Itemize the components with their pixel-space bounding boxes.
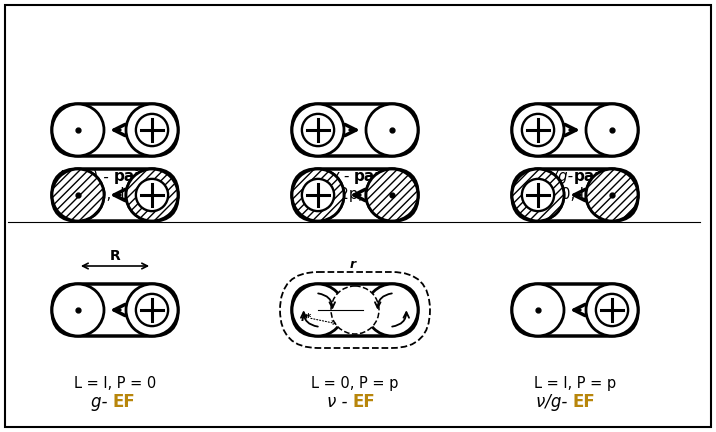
FancyBboxPatch shape: [292, 169, 418, 221]
Circle shape: [52, 169, 104, 221]
FancyBboxPatch shape: [52, 169, 178, 221]
Text: r*: r*: [301, 313, 311, 323]
Circle shape: [512, 284, 564, 336]
Text: L = l, P = p: L = l, P = p: [534, 376, 616, 391]
Text: R: R: [110, 249, 120, 263]
Circle shape: [52, 169, 104, 221]
Circle shape: [136, 179, 168, 211]
Text: L = 0, P = p: L = 0, P = p: [311, 376, 399, 391]
Text: EF: EF: [113, 393, 136, 411]
Circle shape: [126, 169, 178, 221]
Circle shape: [302, 114, 334, 146]
Text: r: r: [350, 257, 356, 270]
Circle shape: [586, 169, 638, 221]
FancyBboxPatch shape: [292, 284, 418, 336]
Text: (m/e) -: (m/e) -: [57, 169, 114, 184]
Text: L = l, P = 0: L = l, P = 0: [74, 376, 156, 391]
FancyBboxPatch shape: [512, 284, 638, 336]
FancyBboxPatch shape: [52, 284, 178, 336]
Circle shape: [366, 169, 418, 221]
Circle shape: [596, 294, 628, 326]
Circle shape: [126, 104, 178, 156]
Text: ν -: ν -: [327, 393, 353, 411]
Circle shape: [522, 179, 554, 211]
Circle shape: [366, 284, 418, 336]
Ellipse shape: [331, 286, 379, 334]
Circle shape: [366, 169, 418, 221]
Text: pair: pair: [574, 169, 608, 184]
FancyBboxPatch shape: [512, 169, 638, 221]
Circle shape: [52, 284, 104, 336]
Text: EF: EF: [573, 393, 596, 411]
Circle shape: [512, 104, 564, 156]
Circle shape: [512, 169, 564, 221]
Text: P = 0,  L = 2l: P = 0, L = 2l: [67, 187, 163, 202]
Circle shape: [586, 284, 638, 336]
Circle shape: [126, 169, 178, 221]
FancyBboxPatch shape: [512, 104, 638, 156]
Circle shape: [522, 114, 554, 146]
Circle shape: [52, 104, 104, 156]
Text: γ -: γ -: [330, 169, 354, 184]
Circle shape: [366, 104, 418, 156]
Text: g-: g-: [91, 393, 113, 411]
Circle shape: [292, 104, 344, 156]
Circle shape: [302, 179, 334, 211]
Circle shape: [512, 169, 564, 221]
Circle shape: [136, 114, 168, 146]
Circle shape: [292, 284, 344, 336]
Circle shape: [292, 169, 344, 221]
Circle shape: [136, 294, 168, 326]
Text: m/g-: m/g-: [539, 169, 574, 184]
Text: EF: EF: [353, 393, 376, 411]
Text: ν/g-: ν/g-: [536, 393, 573, 411]
Circle shape: [126, 284, 178, 336]
Circle shape: [586, 169, 638, 221]
Text: pair: pair: [354, 169, 388, 184]
Text: pair: pair: [114, 169, 148, 184]
Circle shape: [586, 104, 638, 156]
Text: P = -2p, L = 0: P = -2p, L = 0: [304, 187, 406, 202]
Circle shape: [292, 169, 344, 221]
Text: P = 0, L = 0: P = 0, L = 0: [531, 187, 619, 202]
FancyBboxPatch shape: [292, 104, 418, 156]
FancyBboxPatch shape: [52, 104, 178, 156]
